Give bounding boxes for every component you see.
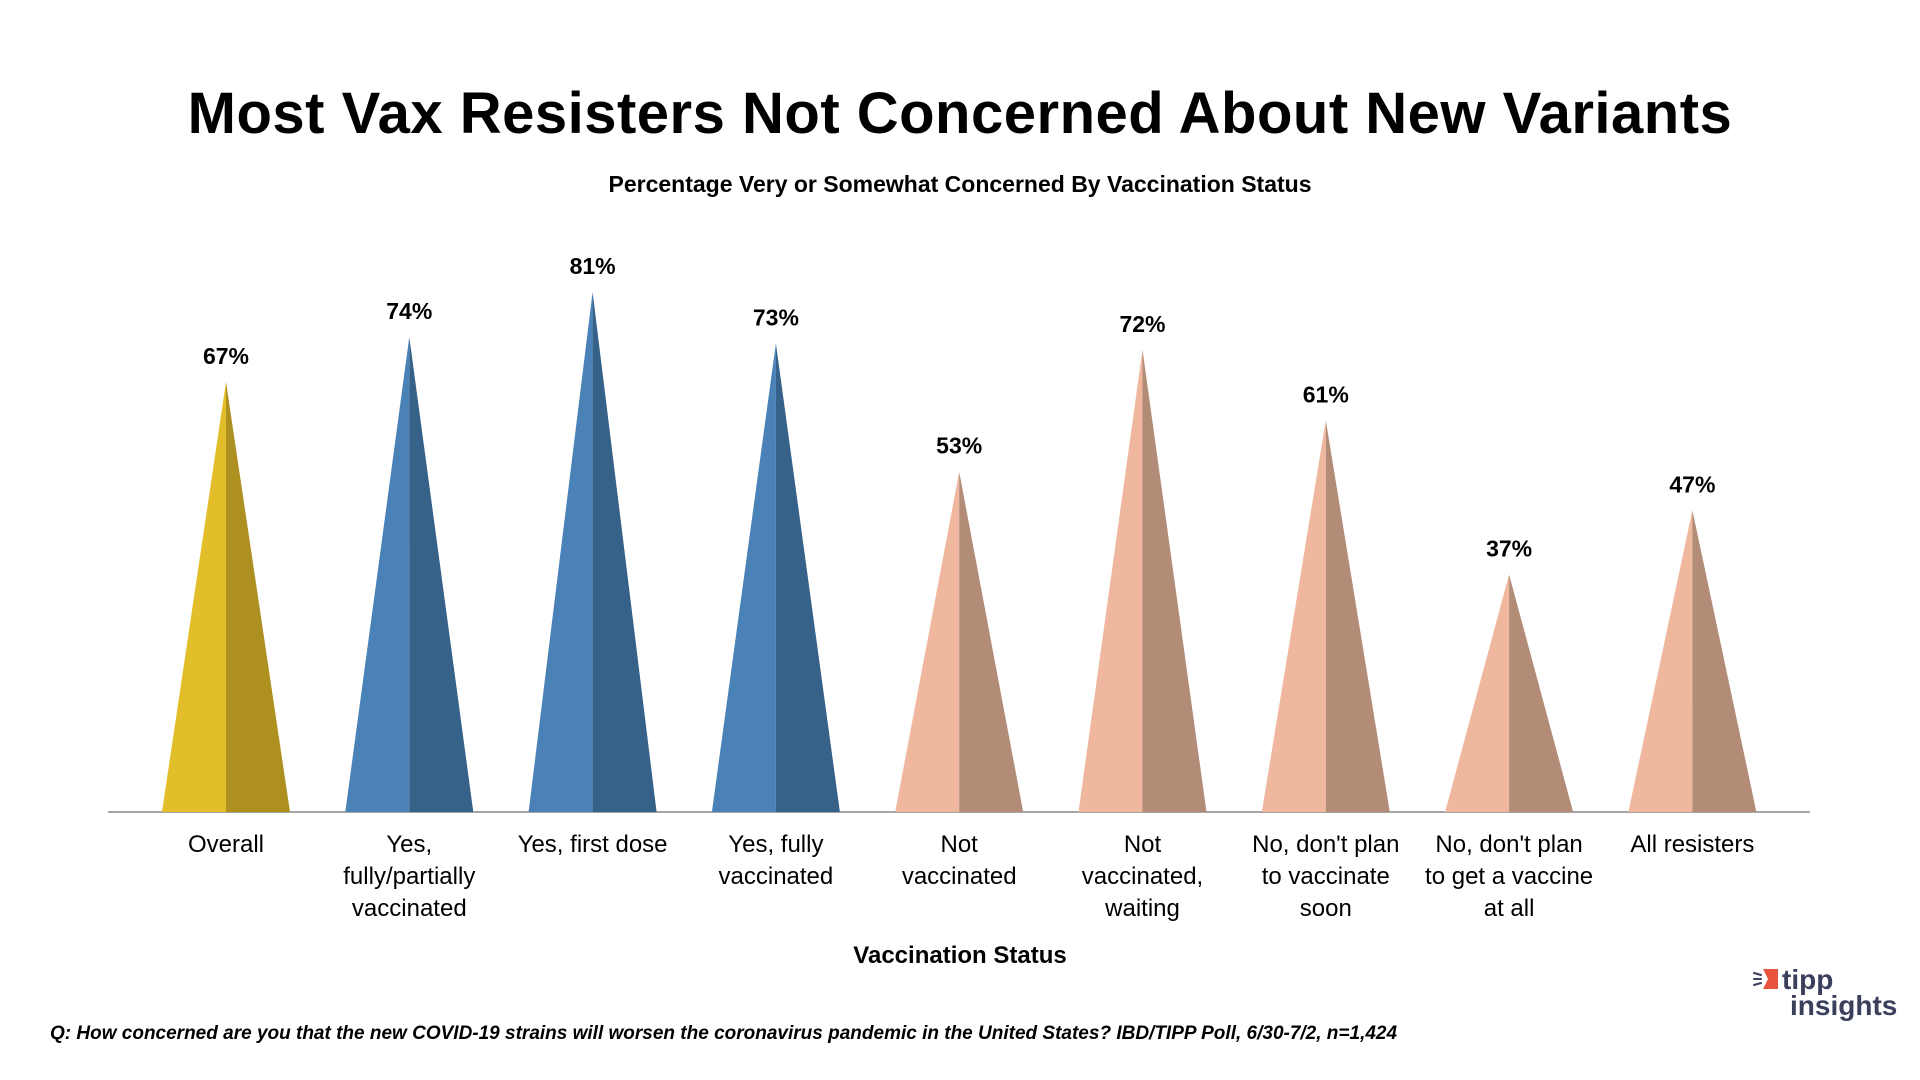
- data-label: 74%: [386, 298, 432, 324]
- footnote: Q: How concerned are you that the new CO…: [50, 1023, 1398, 1044]
- bar-cone-dark-2: [592, 291, 657, 813]
- bar-cone-dark-4: [959, 471, 1024, 812]
- data-label: 37%: [1486, 535, 1532, 561]
- category-label: All resisters: [1630, 831, 1755, 858]
- bar-cone-dark-0: [226, 381, 290, 812]
- category-label: Not vaccinated, waiting: [1081, 831, 1204, 922]
- data-label: 73%: [753, 304, 799, 330]
- category-label: Overall: [187, 831, 265, 858]
- chart-subtitle: Percentage Very or Somewhat Concerned By…: [608, 171, 1312, 197]
- bar-cone-light-4: [895, 471, 960, 812]
- bar-cone-light-3: [711, 343, 776, 812]
- data-label: 61%: [1303, 381, 1349, 407]
- bar-cone-light-5: [1078, 349, 1143, 812]
- chart-title: Most Vax Resisters Not Concerned About N…: [187, 81, 1733, 146]
- bar-cone-dark-6: [1325, 420, 1390, 812]
- category-label: Yes, first dose: [517, 831, 668, 858]
- bar-cone-dark-8: [1692, 510, 1757, 812]
- category-label: No, don't plan to vaccinate soon: [1252, 831, 1400, 922]
- bar-cone-dark-7: [1509, 574, 1574, 812]
- data-label: 72%: [1119, 311, 1165, 337]
- bar-cone-light-8: [1628, 510, 1693, 812]
- bar-cone-light-1: [345, 336, 410, 812]
- category-label: Not vaccinated: [901, 831, 1017, 890]
- bar-cone-dark-3: [775, 343, 840, 812]
- bar-cone-dark-1: [409, 336, 474, 812]
- data-label: 53%: [936, 433, 982, 459]
- bar-cone-light-7: [1445, 574, 1510, 812]
- bar-cone-light-0: [162, 381, 226, 812]
- category-label: Yes, fully vaccinated: [718, 831, 834, 890]
- bar-cone-light-6: [1261, 420, 1326, 812]
- bar-cone-dark-5: [1142, 349, 1207, 812]
- category-label: Yes, fully/partially vaccinated: [343, 831, 476, 922]
- data-label: 67%: [203, 343, 249, 369]
- logo-line1: tipp: [1782, 964, 1833, 995]
- data-label: 81%: [570, 253, 616, 279]
- bar-cone-light-2: [528, 291, 593, 813]
- data-label: 47%: [1669, 471, 1715, 497]
- category-label: No, don't plan to get a vaccine at all: [1425, 831, 1594, 922]
- logo-line2: insights: [1790, 990, 1897, 1021]
- tipp-insights-logo: tipp insights: [1753, 964, 1897, 1021]
- x-axis-title: Vaccination Status: [853, 942, 1067, 969]
